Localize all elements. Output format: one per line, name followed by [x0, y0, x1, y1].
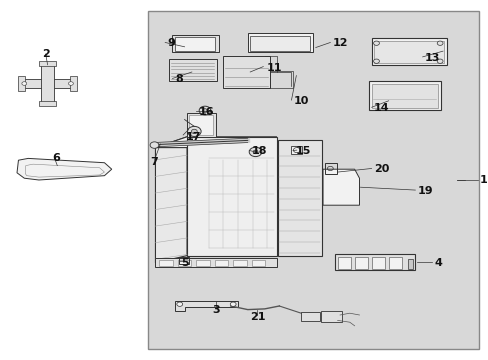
Text: 4: 4 [434, 258, 442, 268]
Circle shape [202, 109, 207, 112]
Bar [301, 312, 319, 321]
Bar [354, 257, 367, 269]
Circle shape [249, 147, 261, 157]
Circle shape [150, 142, 159, 148]
Bar [186, 113, 216, 137]
Bar [334, 254, 414, 270]
Text: 19: 19 [417, 186, 432, 196]
Bar [250, 36, 310, 51]
Text: 15: 15 [295, 146, 310, 156]
Bar [41, 65, 54, 102]
Text: 6: 6 [52, 153, 60, 163]
Bar [70, 76, 77, 91]
Bar [39, 61, 56, 66]
Circle shape [230, 302, 236, 306]
Text: 18: 18 [251, 146, 266, 156]
Circle shape [199, 106, 210, 115]
Circle shape [436, 41, 442, 45]
Text: 10: 10 [293, 96, 308, 106]
Text: 9: 9 [167, 38, 175, 48]
Bar [368, 81, 440, 110]
Text: 13: 13 [424, 53, 440, 63]
Bar [172, 35, 218, 52]
Bar [251, 260, 264, 266]
Bar [189, 115, 212, 135]
Bar [39, 101, 56, 106]
Bar [407, 259, 412, 269]
Text: 14: 14 [373, 103, 389, 113]
Bar [169, 59, 216, 81]
Text: 12: 12 [332, 38, 347, 48]
Circle shape [177, 302, 183, 306]
Bar [371, 38, 446, 65]
Bar [148, 11, 478, 349]
Text: 1: 1 [479, 175, 487, 185]
Bar [247, 33, 313, 52]
Bar [337, 257, 350, 269]
Circle shape [191, 129, 197, 134]
Circle shape [68, 82, 73, 85]
Circle shape [436, 59, 442, 63]
Bar [19, 76, 25, 91]
Polygon shape [155, 137, 276, 148]
Text: 3: 3 [212, 305, 220, 315]
Polygon shape [175, 301, 238, 311]
Bar [388, 257, 401, 269]
Bar [175, 37, 215, 51]
Bar [178, 260, 191, 266]
Bar [196, 260, 209, 266]
Text: 8: 8 [175, 74, 182, 84]
Text: 21: 21 [249, 312, 264, 322]
Circle shape [373, 59, 379, 63]
Bar [320, 311, 342, 322]
Bar [277, 140, 321, 256]
Polygon shape [186, 137, 276, 256]
Bar [291, 146, 302, 154]
Text: 17: 17 [185, 132, 201, 142]
Text: 5: 5 [181, 258, 188, 268]
Circle shape [187, 126, 201, 136]
Bar [371, 257, 384, 269]
Bar [214, 260, 228, 266]
Polygon shape [17, 158, 111, 180]
Text: 16: 16 [198, 107, 213, 117]
Bar [21, 79, 74, 88]
Bar [223, 56, 269, 88]
Bar [155, 258, 276, 267]
Bar [324, 163, 336, 174]
Text: 7: 7 [150, 157, 158, 167]
Bar [233, 260, 246, 266]
Circle shape [253, 150, 258, 154]
Text: 2: 2 [42, 49, 50, 59]
Bar [179, 257, 189, 264]
Bar [269, 71, 292, 88]
Circle shape [22, 82, 27, 85]
Polygon shape [323, 169, 359, 205]
Bar [159, 260, 173, 266]
Circle shape [373, 41, 379, 45]
Text: 11: 11 [265, 63, 281, 73]
Bar [373, 41, 443, 63]
Bar [371, 84, 437, 108]
Polygon shape [155, 137, 186, 263]
Text: 20: 20 [373, 164, 388, 174]
